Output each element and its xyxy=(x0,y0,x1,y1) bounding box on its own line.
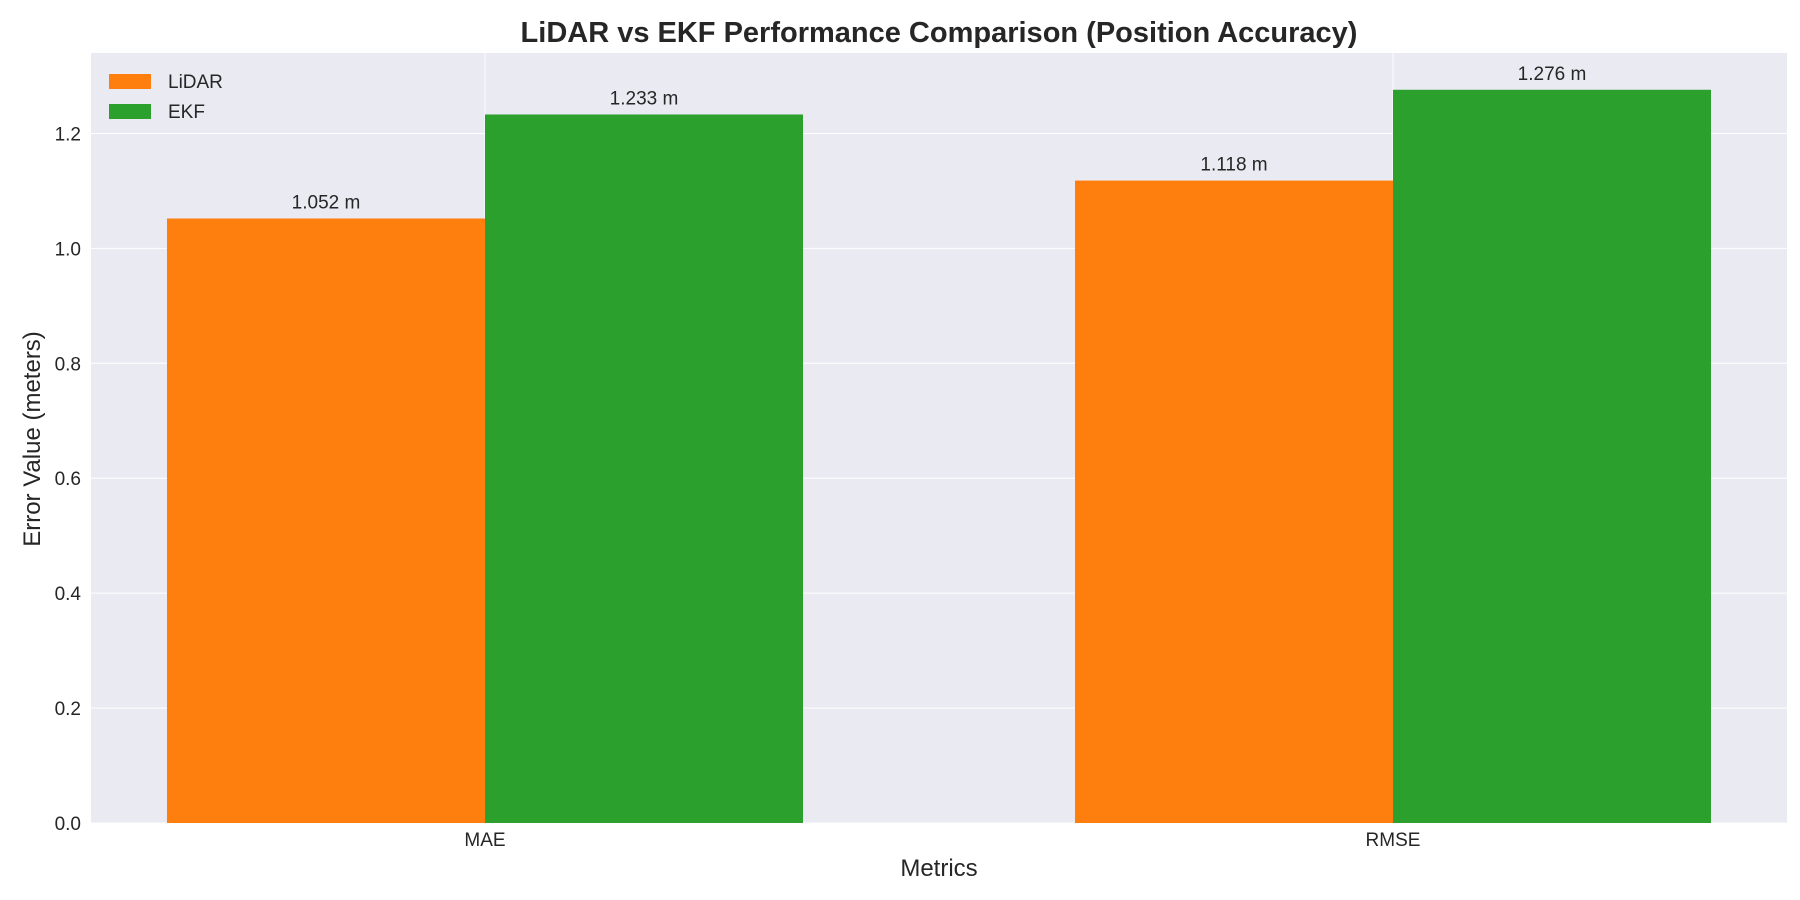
y-tick-label: 0.4 xyxy=(55,584,82,605)
y-tick-label: 0.8 xyxy=(55,354,81,375)
chart-title: LiDAR vs EKF Performance Comparison (Pos… xyxy=(521,17,1358,49)
legend: LiDAR EKF xyxy=(109,72,223,123)
y-axis-label: Error Value (meters) xyxy=(19,331,46,547)
y-tick-label: 1.2 xyxy=(55,124,81,145)
x-tick-label: MAE xyxy=(464,830,505,851)
y-tick-label: 1.0 xyxy=(55,239,81,260)
legend-swatch xyxy=(109,74,151,89)
x-axis-label: Metrics xyxy=(900,855,977,882)
bar-ekf-mae xyxy=(485,114,803,823)
x-tick-label: RMSE xyxy=(1366,830,1421,851)
data-label: 1.052 m xyxy=(292,192,361,213)
legend-label: EKF xyxy=(168,102,205,123)
data-labels: 1.052 m 1.118 m 1.233 m 1.276 m xyxy=(292,64,1587,214)
data-label: 1.233 m xyxy=(610,88,679,109)
y-axis-ticks: 0.0 0.2 0.4 0.6 0.8 1.0 1.2 xyxy=(55,124,82,835)
bar-lidar-mae xyxy=(167,218,485,823)
bars xyxy=(167,89,1711,824)
data-label: 1.118 m xyxy=(1200,155,1267,176)
x-axis-ticks: MAE RMSE xyxy=(464,830,1420,851)
y-tick-label: 0.2 xyxy=(55,699,81,720)
bar-lidar-rmse xyxy=(1075,180,1393,824)
data-label: 1.276 m xyxy=(1518,64,1587,85)
bar-ekf-rmse xyxy=(1393,89,1711,823)
legend-label: LiDAR xyxy=(168,72,223,93)
y-tick-label: 0.6 xyxy=(55,469,81,490)
y-tick-label: 0.0 xyxy=(55,814,81,835)
legend-swatch xyxy=(109,104,151,119)
